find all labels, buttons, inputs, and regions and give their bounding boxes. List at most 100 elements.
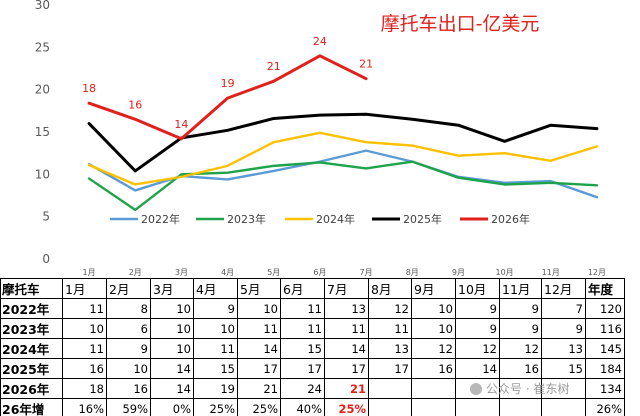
table-cell: 10: [237, 298, 281, 319]
table-cell: 26%: [585, 398, 625, 416]
table-cell: 16: [62, 358, 107, 379]
watermark-text: 公众号 · 崔东树: [486, 382, 570, 396]
data-label: 19: [221, 77, 235, 90]
x-tick-label: 1月: [83, 268, 96, 277]
table-row: 2026年 18 16 14 19 21 24 21 134: [0, 378, 625, 399]
table-cell: 12: [499, 338, 542, 359]
table-row: 2025年 16 10 14 15 17 17 17 17 16 14 16 15 184: [0, 358, 625, 379]
table-cell: 11: [237, 318, 281, 339]
table-cell: 11: [62, 338, 107, 359]
table-cell: 14: [150, 378, 194, 399]
table-cell: [411, 378, 456, 399]
legend-label: 2026年: [491, 212, 530, 226]
table-cell: 17: [324, 358, 369, 379]
table-cell: 25%: [324, 398, 369, 416]
table-cell: 13: [368, 338, 412, 359]
row-header: 2025年: [0, 358, 63, 379]
y-tick-label: 25: [35, 40, 50, 54]
data-label: 24: [313, 35, 327, 48]
table-cell: 10: [411, 298, 456, 319]
table-cell: 9: [541, 318, 586, 339]
table-cell: 13: [324, 298, 369, 319]
table-cell: 14: [455, 358, 500, 379]
table-cell: 14: [324, 338, 369, 359]
table-cell: 0%: [150, 398, 194, 416]
column-header: 10月: [455, 278, 500, 299]
y-tick-label: 5: [42, 210, 50, 224]
legend: 2022年 2023年 2024年 2025年 2026年: [110, 212, 530, 226]
table-cell: 11: [368, 318, 412, 339]
table-row: 2024年 11 9 10 11 14 15 14 13 12 12 12 13 145: [0, 338, 625, 359]
table-cell: 15: [541, 358, 586, 379]
y-tick-label: 10: [35, 167, 50, 181]
table-cell: 10: [106, 358, 151, 379]
table-cell: 10: [150, 338, 194, 359]
table-cell: 25%: [237, 398, 281, 416]
table-cell: 11: [280, 298, 325, 319]
table-cell: 15: [280, 338, 325, 359]
table-cell: 40%: [280, 398, 325, 416]
table-cell: 11: [193, 338, 238, 359]
table-cell: 134: [585, 378, 625, 399]
table-cell: 9: [193, 298, 238, 319]
row-header: 2023年: [0, 318, 63, 339]
y-tick-label: 30: [35, 0, 50, 12]
watermark: 公众号 · 崔东树: [470, 380, 569, 397]
column-header: 2月: [106, 278, 151, 299]
column-header: 9月: [411, 278, 456, 299]
table-cell: 14: [237, 338, 281, 359]
x-tick-label: 11月: [542, 268, 560, 277]
data-table: 摩托车 1月 2月 3月 4月 5月 6月 7月 8月 9月 10月 11月 12月 年度 2022年 11 8…: [0, 278, 625, 416]
table-cell: 8: [106, 298, 151, 319]
table-cell: 18: [62, 378, 107, 399]
table-cell: 21: [324, 378, 369, 399]
y-axis: 0 5 10 15 20 25 30: [35, 0, 50, 266]
table-header-row: 摩托车 1月 2月 3月 4月 5月 6月 7月 8月 9月 10月 11月 12月 年度: [0, 278, 625, 299]
table-cell: 9: [499, 298, 542, 319]
legend-label: 2023年: [227, 212, 266, 226]
x-tick-label: 2月: [129, 268, 142, 277]
wechat-icon: [470, 383, 482, 395]
column-header: 11月: [499, 278, 542, 299]
column-header: 6月: [280, 278, 325, 299]
table-cell: 6: [106, 318, 151, 339]
column-header: 4月: [193, 278, 238, 299]
x-tick-label: 10月: [495, 268, 513, 277]
table-cell: 12: [411, 338, 456, 359]
series-line-2022年: [87, 149, 599, 199]
table-cell: 17: [237, 358, 281, 379]
table-cell: 9: [106, 338, 151, 359]
x-tick-label: 8月: [406, 268, 419, 277]
table-cell: 14: [150, 358, 194, 379]
legend-label: 2025年: [403, 212, 442, 226]
x-tick-label: 5月: [267, 268, 280, 277]
table-cell: 24: [280, 378, 325, 399]
table-cell: 17: [280, 358, 325, 379]
table-cell: 16: [499, 358, 542, 379]
row-header: 26年增: [0, 398, 63, 416]
table-cell: 21: [237, 378, 281, 399]
series-lines: [87, 54, 599, 212]
y-tick-label: 15: [35, 125, 50, 139]
x-tick-label: 9月: [452, 268, 465, 277]
table-cell: 17: [368, 358, 412, 379]
column-header: 3月: [150, 278, 194, 299]
table-cell: 10: [150, 298, 194, 319]
table-cell: 10: [193, 318, 238, 339]
table-cell: [541, 398, 586, 416]
x-tick-label: 12月: [588, 268, 606, 277]
x-tick-label: 3月: [175, 268, 188, 277]
data-label: 21: [267, 60, 281, 73]
table-cell: 11: [324, 318, 369, 339]
table-cell: 10: [62, 318, 107, 339]
table-cell: 15: [193, 358, 238, 379]
column-header: 12月: [541, 278, 586, 299]
table-cell: 13: [541, 338, 586, 359]
series-line-2025年: [87, 112, 599, 173]
table-cell: 116: [585, 318, 625, 339]
table-row: 2022年 11 8 10 9 10 11 13 12 10 9 9 7 120: [0, 298, 625, 319]
x-tick-label: 6月: [313, 268, 326, 277]
table-cell: 16: [411, 358, 456, 379]
table-cell: 9: [455, 298, 500, 319]
